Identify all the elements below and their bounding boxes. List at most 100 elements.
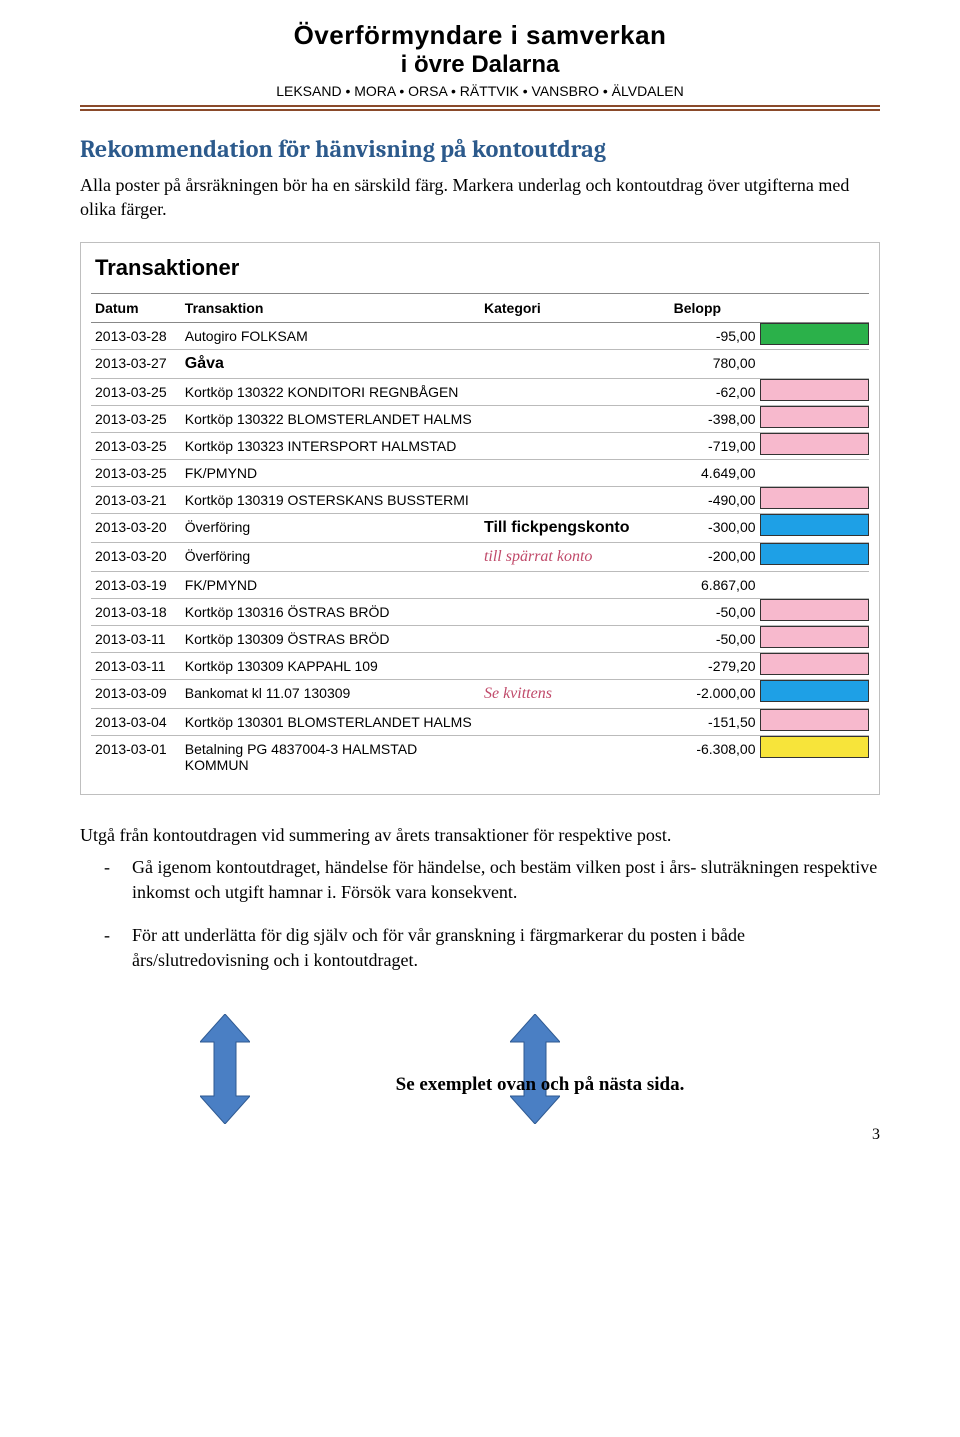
bullet-dash: - [104,923,132,973]
after-table-paragraph: Utgå från kontoutdragen vid summering av… [80,823,880,847]
cell-desc: Gåva [181,349,480,378]
cell-desc: FK/PMYND [181,571,480,598]
cell-amount: -50,00 [670,625,760,652]
bullet-dash: - [104,855,132,905]
col-desc: Transaktion [181,293,480,322]
cell-amount: -50,00 [670,598,760,625]
table-header-row: Datum Transaktion Kategori Belopp [91,293,869,322]
cell-desc: Betalning PG 4837004-3 HALMSTAD KOMMUN [181,735,480,778]
bullet-2: - För att underlätta för dig själv och f… [104,923,880,973]
col-amt: Belopp [670,293,760,322]
header-municipalities: LEKSAND • MORA • ORSA • RÄTTVIK • VANSBR… [80,83,880,99]
table-row: 2013-03-11Kortköp 130309 ÖSTRAS BRÖD-50,… [91,625,869,652]
highlight-swatch [760,680,869,702]
cell-highlight [760,459,869,486]
cell-category [480,432,670,459]
col-highlight [760,293,869,322]
table-row: 2013-03-18Kortköp 130316 ÖSTRAS BRÖD-50,… [91,598,869,625]
cell-amount: -279,20 [670,652,760,679]
cell-category [480,349,670,378]
bullet-1: - Gå igenom kontoutdraget, händelse för … [104,855,880,905]
table-row: 2013-03-19FK/PMYND 6.867,00 [91,571,869,598]
cell-highlight [760,708,869,735]
cell-date: 2013-03-11 [91,625,181,652]
statement-title: Transaktioner [91,255,869,281]
intro-paragraph: Alla poster på årsräkningen bör ha en sä… [80,173,880,222]
cell-date: 2013-03-25 [91,459,181,486]
highlight-swatch [760,543,869,565]
cell-category [480,405,670,432]
highlight-swatch [760,626,869,648]
table-row: 2013-03-28Autogiro FOLKSAM-95,00 [91,322,869,349]
cell-amount: -2.000,00 [670,679,760,708]
arrows-row [80,1014,880,1124]
cell-amount: -62,00 [670,378,760,405]
cell-date: 2013-03-25 [91,432,181,459]
cell-date: 2013-03-19 [91,571,181,598]
cell-highlight [760,735,869,778]
table-row: 2013-03-20Överföringtill spärrat konto-2… [91,542,869,571]
highlight-swatch [760,736,869,758]
cell-highlight [760,513,869,542]
cell-amount: -151,50 [670,708,760,735]
bank-statement: Transaktioner Datum Transaktion Kategori… [80,242,880,795]
cell-date: 2013-03-27 [91,349,181,378]
table-row: 2013-03-20ÖverföringTill fickpengskonto-… [91,513,869,542]
cell-category [480,735,670,778]
cell-highlight [760,349,869,378]
cell-date: 2013-03-25 [91,378,181,405]
header-title-line1: Överförmyndare i samverkan [80,20,880,51]
cell-highlight [760,542,869,571]
cell-date: 2013-03-25 [91,405,181,432]
cell-date: 2013-03-04 [91,708,181,735]
cell-desc: Kortköp 130316 ÖSTRAS BRÖD [181,598,480,625]
highlight-swatch [760,653,869,675]
double-arrow-icon [510,1014,560,1124]
highlight-swatch [760,487,869,509]
cell-amount: 780,00 [670,349,760,378]
cell-highlight [760,432,869,459]
highlight-swatch [760,433,869,455]
table-row: 2013-03-04Kortköp 130301 BLOMSTERLANDET … [91,708,869,735]
cell-date: 2013-03-20 [91,513,181,542]
cell-amount: 6.867,00 [670,571,760,598]
highlight-swatch [760,514,869,536]
cell-amount: 4.649,00 [670,459,760,486]
cell-category: Till fickpengskonto [480,513,670,542]
highlight-swatch [760,599,869,621]
cell-category [480,571,670,598]
cell-highlight [760,405,869,432]
highlight-swatch [760,323,869,345]
cell-desc: Kortköp 130322 KONDITORI REGNBÅGEN [181,378,480,405]
cell-highlight [760,625,869,652]
table-row: 2013-03-25Kortköp 130323 INTERSPORT HALM… [91,432,869,459]
cell-highlight [760,598,869,625]
cell-date: 2013-03-09 [91,679,181,708]
cell-category: Se kvittens [480,679,670,708]
page: Överförmyndare i samverkan i övre Dalarn… [0,0,960,1174]
cell-desc: Kortköp 130322 BLOMSTERLANDET HALMS [181,405,480,432]
cell-desc: Kortköp 130319 OSTERSKANS BUSSTERMI [181,486,480,513]
bullet-1-text: Gå igenom kontoutdraget, händelse för hä… [132,855,880,905]
cell-amount: -200,00 [670,542,760,571]
col-date: Datum [91,293,181,322]
bullet-2-text: För att underlätta för dig själv och för… [132,923,880,973]
table-row: 2013-03-25Kortköp 130322 KONDITORI REGNB… [91,378,869,405]
cell-highlight [760,322,869,349]
cell-category [480,598,670,625]
table-row: 2013-03-21Kortköp 130319 OSTERSKANS BUSS… [91,486,869,513]
cell-desc: Överföring [181,542,480,571]
table-row: 2013-03-25Kortköp 130322 BLOMSTERLANDET … [91,405,869,432]
cell-category [480,459,670,486]
cell-date: 2013-03-11 [91,652,181,679]
cell-desc: Bankomat kl 11.07 130309 [181,679,480,708]
cell-date: 2013-03-28 [91,322,181,349]
table-row: 2013-03-25FK/PMYND 4.649,00 [91,459,869,486]
cell-desc: Kortköp 130301 BLOMSTERLANDET HALMS [181,708,480,735]
cell-date: 2013-03-20 [91,542,181,571]
cell-desc: Kortköp 130309 KAPPAHL 109 [181,652,480,679]
cell-desc: FK/PMYND [181,459,480,486]
cell-amount: -6.308,00 [670,735,760,778]
cell-date: 2013-03-21 [91,486,181,513]
cell-category [480,378,670,405]
